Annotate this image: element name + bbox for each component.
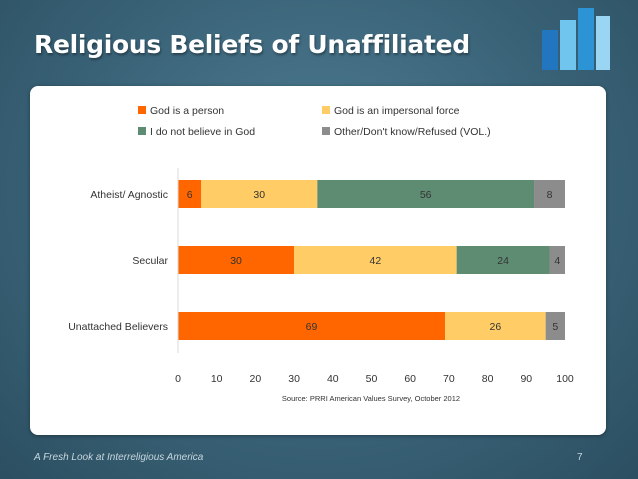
bar-3-2 bbox=[445, 312, 546, 340]
data-label-1-2: 30 bbox=[253, 189, 265, 201]
footer-text: A Fresh Look at Interreligious America bbox=[34, 452, 204, 463]
bar-1-3 bbox=[317, 180, 535, 208]
legend-label-2: God is an impersonal force bbox=[334, 105, 460, 117]
legend-swatch-3 bbox=[138, 127, 146, 135]
data-label-2-3: 24 bbox=[497, 255, 509, 267]
bar-2-1 bbox=[178, 246, 295, 274]
bar-2-2 bbox=[294, 246, 457, 274]
logo-bar-1 bbox=[542, 30, 558, 70]
x-tick-label-1: 0 bbox=[175, 373, 181, 385]
logo-bar-4 bbox=[596, 16, 610, 70]
page-number: 7 bbox=[577, 452, 583, 463]
x-tick-label-4: 30 bbox=[288, 373, 300, 385]
x-tick-label-5: 40 bbox=[327, 373, 339, 385]
x-tick-label-8: 70 bbox=[443, 373, 455, 385]
x-tick-label-7: 60 bbox=[404, 373, 416, 385]
data-label-3-4: 5 bbox=[552, 321, 558, 333]
category-label-3: Unattached Believers bbox=[68, 321, 168, 333]
chart-panel: God is a person God is an impersonal forc… bbox=[30, 86, 606, 435]
data-label-2-2: 42 bbox=[370, 255, 382, 267]
data-label-1-3: 56 bbox=[420, 189, 432, 201]
data-label-2-1: 30 bbox=[230, 255, 242, 267]
bar-3-4 bbox=[545, 312, 565, 340]
data-label-3-2: 26 bbox=[489, 321, 501, 333]
legend-swatch-2 bbox=[322, 106, 330, 114]
legend-label-1: God is a person bbox=[150, 105, 224, 117]
slide-title: Religious Beliefs of Unaffiliated bbox=[34, 30, 470, 59]
data-label-3-1: 69 bbox=[306, 321, 318, 333]
data-label-2-4: 4 bbox=[554, 255, 560, 267]
logo-bar-3 bbox=[578, 8, 594, 70]
bar-1-4 bbox=[534, 180, 565, 208]
legend-label-4: Other/Don't know/Refused (VOL.) bbox=[334, 126, 491, 138]
category-label-1: Atheist/ Agnostic bbox=[90, 189, 168, 201]
x-tick-label-2: 10 bbox=[211, 373, 223, 385]
bar-1-1 bbox=[178, 180, 202, 208]
legend-swatch-1 bbox=[138, 106, 146, 114]
x-tick-label-3: 20 bbox=[250, 373, 262, 385]
bar-2-3 bbox=[456, 246, 550, 274]
stacked-bar-chart: God is a person God is an impersonal forc… bbox=[68, 105, 574, 403]
x-tick-label-10: 90 bbox=[520, 373, 532, 385]
source-note: Source: PRRI American Values Survey, Oct… bbox=[282, 394, 460, 403]
bar-chart-logo-icon bbox=[542, 8, 610, 70]
bar-2-4 bbox=[549, 246, 565, 274]
x-tick-label-6: 50 bbox=[366, 373, 378, 385]
bar-3-1 bbox=[178, 312, 446, 340]
x-tick-label-11: 100 bbox=[556, 373, 574, 385]
category-label-2: Secular bbox=[132, 255, 168, 267]
legend-label-3: I do not believe in God bbox=[150, 126, 255, 138]
data-label-1-4: 8 bbox=[547, 189, 553, 201]
bar-1-2 bbox=[201, 180, 318, 208]
data-label-1-1: 6 bbox=[187, 189, 193, 201]
legend-swatch-4 bbox=[322, 127, 330, 135]
x-tick-label-9: 80 bbox=[482, 373, 494, 385]
logo-bar-2 bbox=[560, 20, 576, 70]
